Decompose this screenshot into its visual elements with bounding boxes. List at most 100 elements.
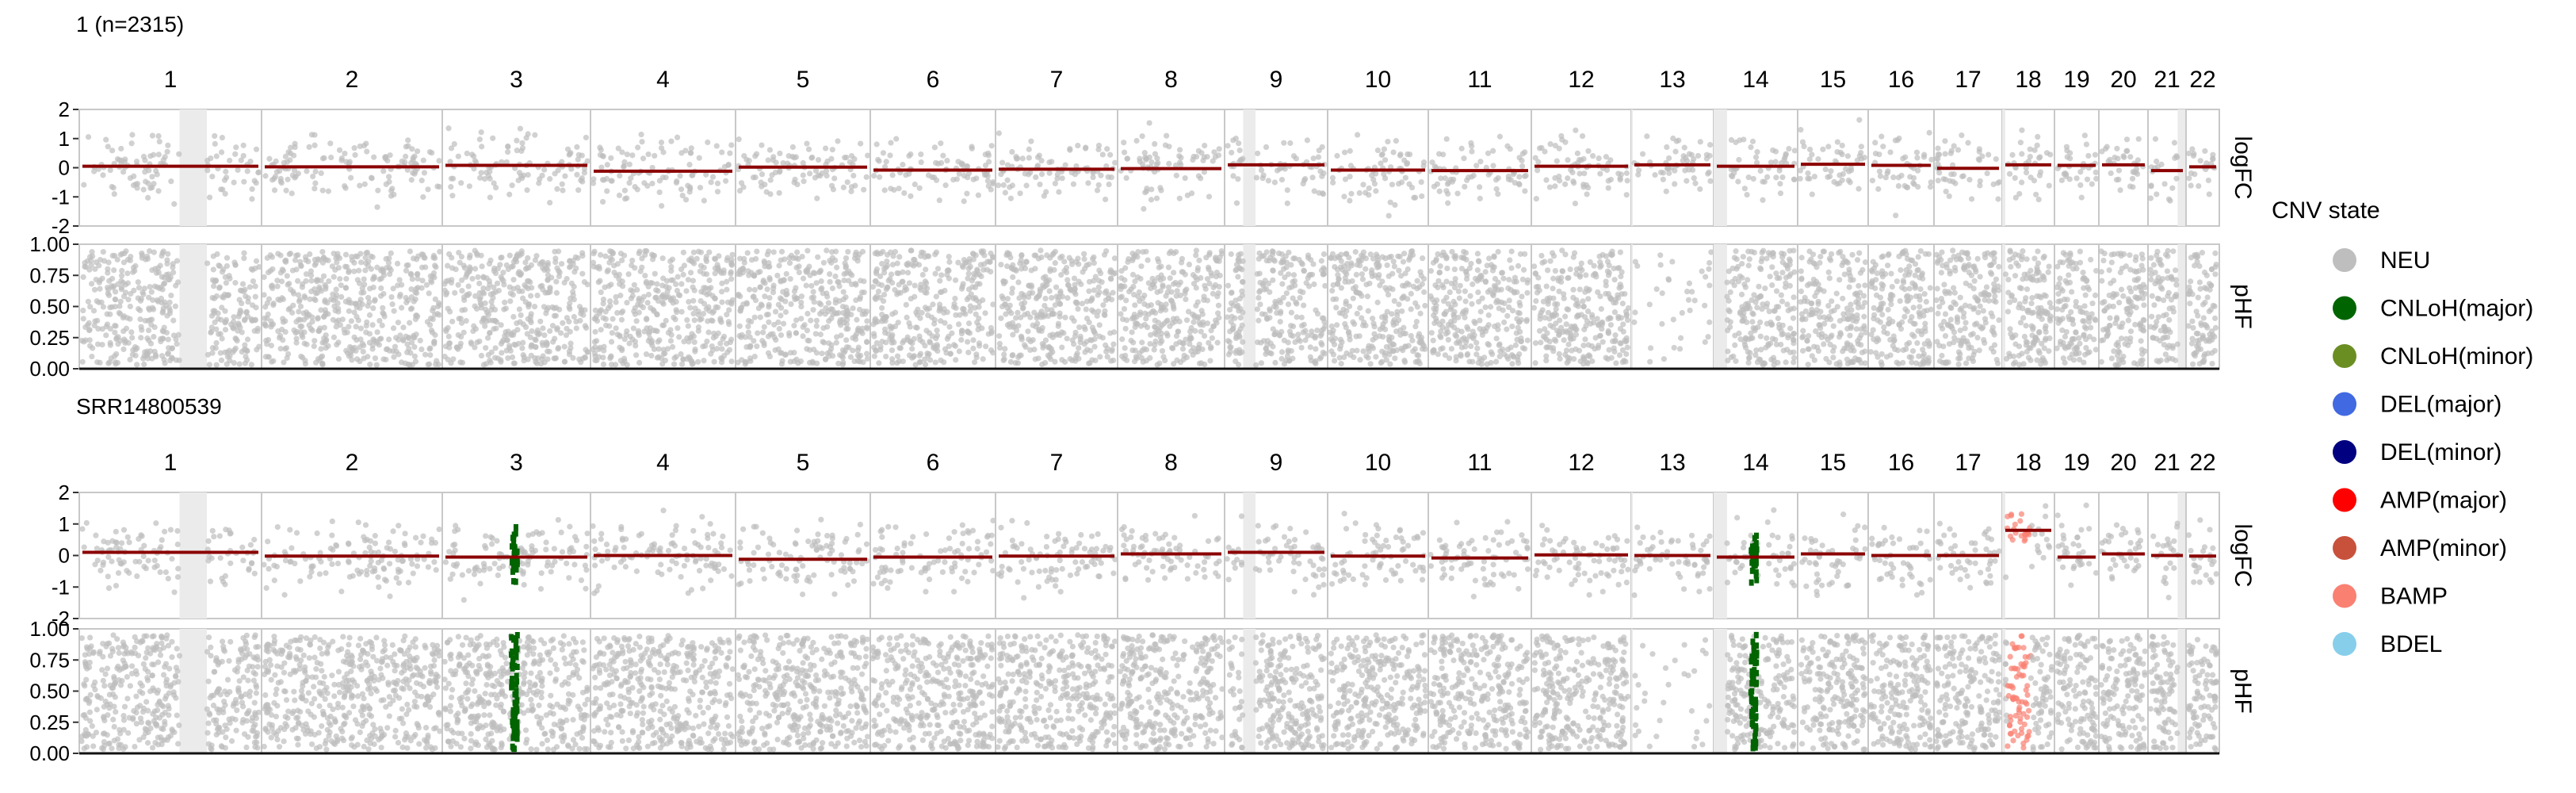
data-point-neu [605,267,611,274]
data-point-neu [794,181,801,188]
data-point-neu [379,322,385,328]
data-point-neu [2206,191,2212,197]
data-point-neu [1581,170,1588,177]
data-point-neu [1084,298,1091,305]
data-point-neu [858,140,864,147]
data-point-neu [1735,178,1741,185]
data-point-neu [644,316,650,322]
data-point-neu [1470,172,1477,178]
data-point-neu [608,339,615,345]
data-point-neu [148,289,155,295]
data-point-neu [492,345,499,351]
chr-5-logFC-panel [735,109,871,227]
data-point-neu [413,331,419,338]
data-point-neu [825,308,831,315]
data-point-neu [704,291,710,298]
data-point-neu [1130,339,1137,346]
data-point-neu [1046,288,1053,294]
data-point-neu [280,319,287,325]
data-point-neu [1896,135,1902,142]
data-point-neu [343,275,350,282]
data-point-neu [241,255,247,262]
data-point-neu [142,157,148,163]
data-point-neu [335,339,342,346]
data-point-neu [2148,183,2154,190]
data-point-neu [1081,251,1087,257]
data-point-neu [656,178,663,184]
data-point-neu [828,182,835,189]
data-point-neu [1809,151,1815,158]
chr-15-logFC-panel [1797,109,1869,227]
data-point-neu [933,177,940,183]
data-point-neu [291,327,297,334]
data-point-neu [1157,185,1164,191]
data-point-neu [843,337,850,343]
chr-9-pHF-panel [1224,243,1328,370]
data-point-neu [1079,301,1085,307]
data-point-neu [1133,137,1140,144]
data-point-neu [1052,358,1058,365]
data-point-neu [933,293,939,300]
data-point-neu [111,191,117,197]
data-point-neu [793,249,801,255]
chr-16-logFC-panel [1867,109,1935,227]
data-point-neu [134,362,140,368]
data-point-neu [1118,267,1125,274]
data-point-neu [407,306,415,312]
data-point-neu [282,153,289,159]
data-point-neu [131,287,137,293]
data-point-neu [338,293,345,301]
data-point-neu [2046,182,2052,189]
data-point-neu [726,307,732,313]
data-point-neu [675,292,682,298]
data-point-neu [824,324,831,330]
data-point-neu [117,298,124,305]
data-point-neu [600,354,606,361]
data-point-neu [1086,288,1092,294]
data-point-neu [1215,152,1222,159]
data-point-neu [485,312,492,318]
data-point-neu [420,157,426,163]
data-point-neu [1275,250,1282,256]
data-point-neu [744,250,751,256]
data-point-neu [1233,350,1239,356]
data-point-neu [151,306,157,312]
data-point-neu [365,303,371,309]
data-point-neu [410,170,416,176]
data-point-neu [527,293,534,299]
data-point-neu [1287,332,1294,339]
data-point-neu [894,291,900,297]
data-point-neu [973,297,980,303]
data-point-neu [1157,340,1164,347]
data-point-neu [777,350,784,356]
data-point-neu [654,328,660,335]
data-point-neu [454,344,461,351]
data-point-neu [1240,155,1246,162]
data-point-neu [919,249,925,255]
data-point-neu [1059,344,1065,351]
data-point-neu [2210,155,2216,163]
data-point-neu [536,180,542,186]
data-point-neu [1391,263,1397,270]
data-point-neu [672,316,678,323]
data-point-neu [884,251,891,258]
data-point-neu [213,339,220,347]
data-point-neu [1259,175,1266,182]
data-point-neu [890,253,896,259]
data-point-neu [1942,151,1948,157]
data-point-neu [461,307,468,313]
data-point-neu [1183,354,1191,361]
data-point-neu [863,351,870,357]
data-point-neu [1462,183,1468,190]
data-point-neu [695,312,701,318]
data-point-neu [514,320,520,327]
data-point-neu [1004,305,1011,311]
data-point-neu [828,249,835,255]
data-point-neu [468,341,475,347]
data-point-neu [906,280,913,286]
data-point-neu [1777,181,1783,187]
data-point-neu [361,282,368,288]
data-point-neu [1152,151,1159,157]
data-point-neu [800,159,806,167]
data-point-neu [1469,148,1475,155]
